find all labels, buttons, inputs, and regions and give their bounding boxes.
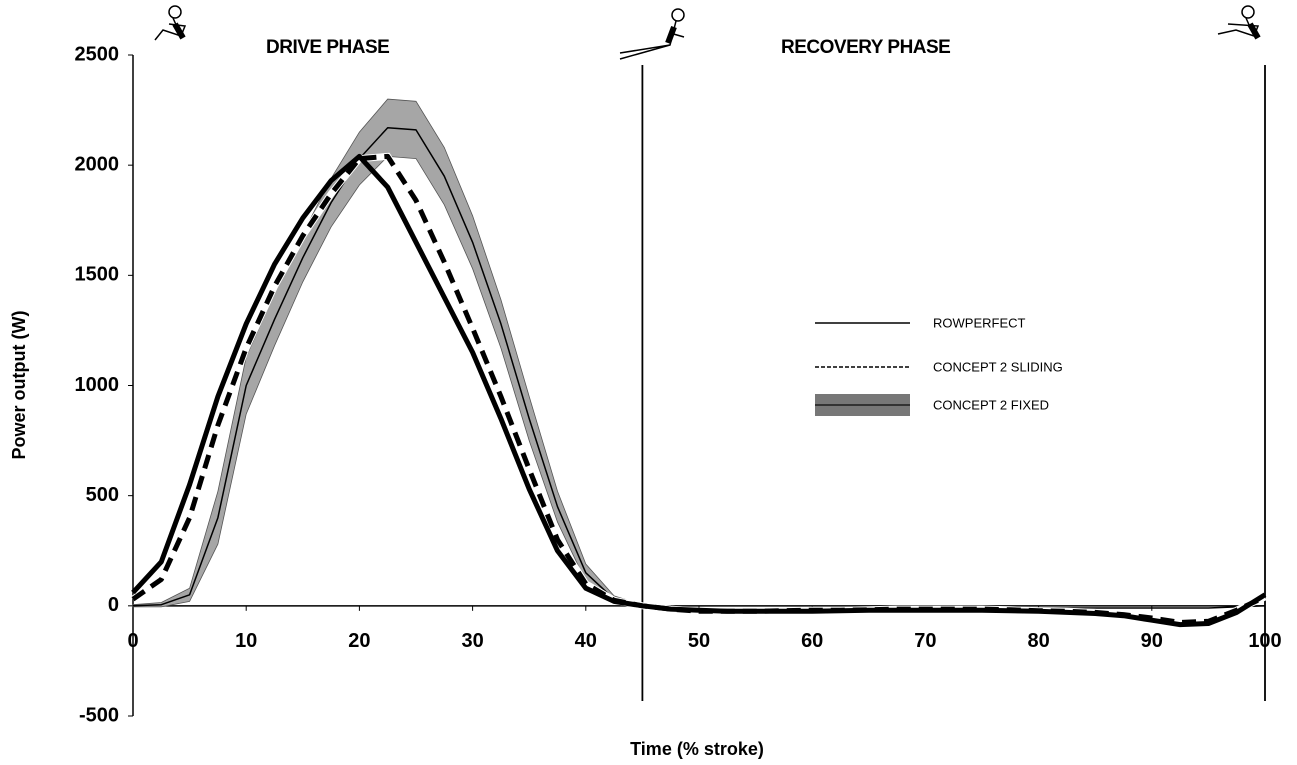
series-line — [132, 126, 1266, 610]
y-axis-title: Power output (W) — [9, 311, 29, 460]
rower-icon-catch-end — [1217, 5, 1261, 40]
x-tick-label: 90 — [1141, 630, 1163, 652]
x-tick-label: 30 — [461, 630, 483, 652]
rower-icon-finish — [619, 8, 685, 60]
y-tick-label: 0 — [108, 594, 119, 616]
legend-label: CONCEPT 2 SLIDING — [933, 359, 1063, 374]
rower-icons — [154, 5, 1261, 60]
x-tick-label: 10 — [235, 630, 257, 652]
x-tick-label: 60 — [801, 630, 823, 652]
y-tick-label: 500 — [86, 484, 119, 506]
phase-label: DRIVE PHASE — [266, 37, 389, 58]
y-tick-label: 2000 — [75, 153, 120, 175]
x-tick-label: 40 — [575, 630, 597, 652]
x-tick-label: 50 — [688, 630, 710, 652]
y-tick-label: 1000 — [75, 374, 120, 396]
x-tick-label: 80 — [1027, 630, 1049, 652]
error-band — [132, 98, 1266, 610]
rower-icon-catch — [154, 5, 187, 41]
legend-label: ROWPERFECT — [933, 315, 1026, 330]
series-line-underlay — [130, 152, 1267, 626]
x-axis-title: Time (% stroke) — [630, 739, 764, 759]
series-line — [131, 153, 1267, 625]
x-tick-label: 70 — [914, 630, 936, 652]
legend-label: CONCEPT 2 FIXED — [933, 397, 1049, 412]
y-tick-label: 1500 — [75, 264, 120, 286]
series-line — [131, 153, 1267, 628]
phase-label: RECOVERY PHASE — [781, 37, 950, 58]
x-tick-label: 0 — [127, 630, 138, 652]
y-tick-label: -500 — [79, 704, 119, 726]
legend: ROWPERFECT CONCEPT 2 SLIDING CONCEPT 2 FIX… — [815, 315, 1063, 416]
x-tick-label: 20 — [348, 630, 370, 652]
y-tick-label: 2500 — [75, 43, 120, 65]
